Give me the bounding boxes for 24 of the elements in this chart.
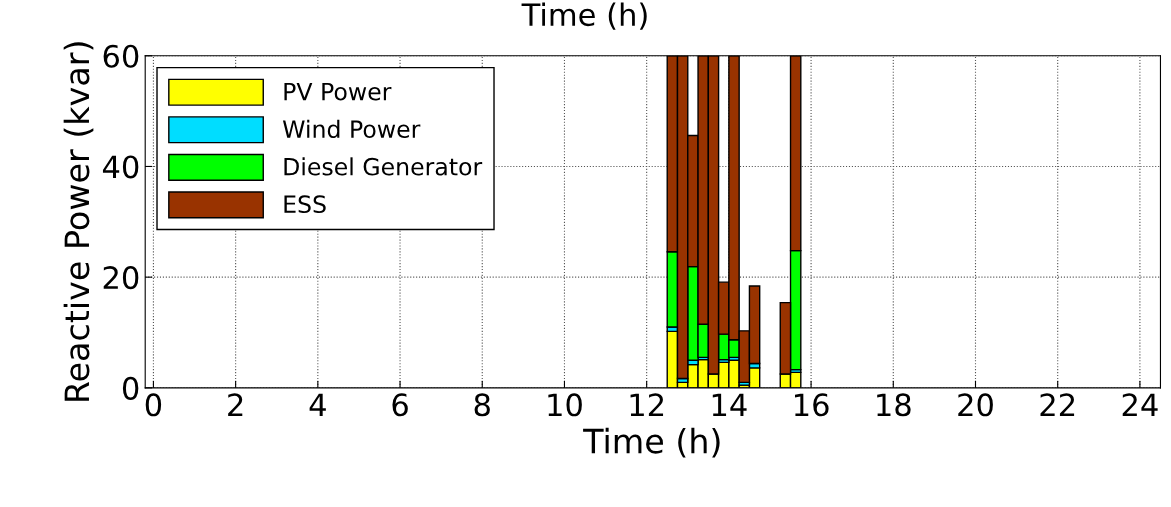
y-tick-label: 60 — [103, 44, 139, 68]
y-axis-title: Reactive Power (kvar) — [63, 42, 94, 401]
x-tick-label: 8 — [474, 393, 490, 417]
x-tick-label: 2 — [228, 393, 243, 416]
x-tick-label: 18 — [877, 393, 911, 417]
x-tick-label: 16 — [795, 393, 829, 417]
legend-label: Wind Power — [282, 119, 421, 139]
text: Time (h) — [521, 2, 647, 30]
x-axis-title: Time (h) — [583, 427, 720, 458]
x-tick-label: 10 — [548, 393, 582, 417]
x-tick-label: 4 — [309, 393, 326, 416]
x-tick-label: 6 — [392, 393, 408, 417]
x-tick-label: 24 — [1122, 393, 1158, 416]
x-tick-label: 14 — [712, 393, 747, 416]
y-tick-label: 0 — [122, 376, 139, 400]
x-tick-label: 20 — [958, 393, 993, 417]
x-tick-label: 12 — [630, 393, 664, 416]
legend-label: ESS — [284, 195, 326, 214]
legend-label: PV Power — [284, 82, 392, 101]
x-tick-label: 22 — [1040, 393, 1075, 416]
y-tick-label: 20 — [103, 266, 139, 290]
y-tick-label: 40 — [102, 155, 139, 179]
x-tick-label: 0 — [145, 393, 162, 417]
legend-label: Diesel Generator — [284, 157, 483, 176]
